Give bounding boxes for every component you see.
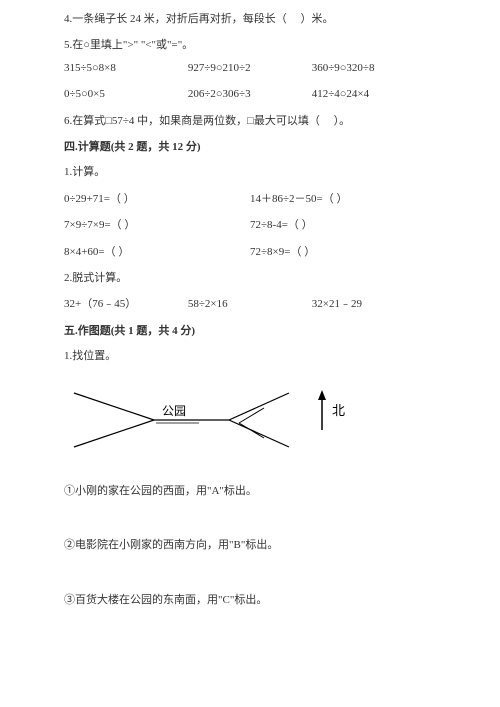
- question-6: 6.在算式□57÷4 中，如果商是两位数，□最大可以填（ ）。: [64, 114, 436, 129]
- q5-r2c2: 206÷2○306÷3: [188, 87, 312, 102]
- q5-r1c1: 315÷5○8×8: [64, 61, 188, 76]
- q5-row-2: 0÷5○0×5 206÷2○306÷3 412÷4○24×4: [64, 87, 436, 102]
- q6-blank: [323, 115, 331, 127]
- question-4: 4.一条绳子长 24 米，对折后再对折，每段长（ ）米。: [64, 12, 436, 27]
- s4s1-r2c2: 72÷8-4=（ ）: [250, 218, 436, 233]
- s4s1-r3c2: 72÷8×9=（ ）: [250, 245, 436, 260]
- s4s2-c2: 58÷2×16: [188, 297, 312, 312]
- q4-text-b: ）米。: [301, 13, 334, 25]
- s4s1-r1c1: 0÷29+71=（ ）: [64, 192, 250, 207]
- s4s1-r3c1: 8×4+60=（ ）: [64, 245, 250, 260]
- sec5-item1: ①小刚的家在公园的西面，用"A"标出。: [64, 484, 436, 499]
- q5-row-1: 315÷5○8×8 927÷9○210÷2 360÷9○320÷8: [64, 61, 436, 76]
- section-5-title: 五.作图题(共 1 题，共 4 分): [64, 324, 436, 339]
- sec4-sub1-row2: 7×9÷7×9=（ ） 72÷8-4=（ ）: [64, 218, 436, 233]
- sec4-sub1-row3: 8×4+60=（ ） 72÷8×9=（ ）: [64, 245, 436, 260]
- s4s2-c1: 32+（76﹣45）: [64, 297, 188, 312]
- sec4-sub2-heading: 2.脱式计算。: [64, 271, 436, 286]
- sec4-sub1-heading: 1.计算。: [64, 165, 436, 180]
- q4-text-a: 4.一条绳子长 24 米，对折后再对折，每段长（: [64, 13, 287, 25]
- q5-r1c3: 360÷9○320÷8: [312, 61, 436, 76]
- sec4-sub1-row1: 0÷29+71=（ ） 14＋86÷2－50=（ ）: [64, 192, 436, 207]
- q5-r2c1: 0÷5○0×5: [64, 87, 188, 102]
- section-4-title: 四.计算题(共 2 题，共 12 分): [64, 140, 436, 155]
- q4-blank: [290, 13, 298, 25]
- s4s1-r2c1: 7×9÷7×9=（ ）: [64, 218, 250, 233]
- svg-text:北: 北: [332, 403, 345, 418]
- q6-text-a: 6.在算式□57÷4 中，如果商是两位数，□最大可以填（: [64, 115, 320, 127]
- sec5-sub1-heading: 1.找位置。: [64, 349, 436, 364]
- q5-r2c3: 412÷4○24×4: [312, 87, 436, 102]
- question-5-prompt: 5.在○里填上">" "<"或"="。: [64, 38, 436, 53]
- q5-r1c2: 927÷9○210÷2: [188, 61, 312, 76]
- map-diagram: 公园 北: [64, 375, 436, 465]
- sec5-item3: ③百货大楼在公园的东南面，用"C"标出。: [64, 593, 436, 608]
- q6-text-b: ）。: [334, 115, 351, 127]
- s4s1-r1c2: 14＋86÷2－50=（ ）: [250, 192, 436, 207]
- svg-text:公园: 公园: [162, 404, 186, 418]
- s4s2-c3: 32×21﹣29: [312, 297, 436, 312]
- sec4-sub2-row: 32+（76﹣45） 58÷2×16 32×21﹣29: [64, 297, 436, 312]
- sec5-item2: ②电影院在小刚家的西南方向，用"B"标出。: [64, 538, 436, 553]
